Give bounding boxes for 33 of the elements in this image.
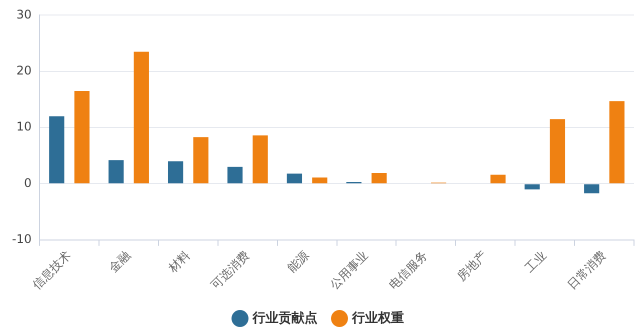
bar — [372, 173, 387, 184]
bar — [193, 137, 208, 184]
y-tick-label: 0 — [24, 176, 32, 190]
bar — [134, 52, 149, 184]
bar — [49, 116, 64, 184]
x-tick-label: 工业 — [522, 248, 550, 276]
legend-label: 行业贡献点 — [252, 310, 318, 326]
bar — [252, 135, 268, 184]
bar — [108, 160, 124, 184]
legend-label: 行业权重 — [351, 310, 404, 326]
x-tick-label: 金融 — [106, 248, 134, 276]
y-tick-label: 10 — [16, 120, 32, 134]
x-tick-label: 日常消费 — [564, 248, 609, 292]
x-tick-label: 公用事业 — [327, 248, 371, 292]
bar — [312, 178, 328, 184]
x-tick-label: 材料 — [164, 248, 193, 276]
bar — [168, 161, 184, 184]
bar — [74, 91, 90, 184]
bar — [490, 174, 506, 184]
bar — [227, 166, 243, 184]
x-tick-label: 电信服务 — [386, 248, 430, 292]
x-tick-label: 信息技术 — [30, 248, 74, 292]
y-tick-label: 30 — [16, 7, 32, 22]
y-tick-label: 20 — [16, 63, 32, 78]
bar — [286, 174, 302, 184]
x-tick-label: 能源 — [284, 248, 312, 276]
bar — [550, 119, 566, 184]
bar — [609, 101, 624, 184]
x-tick-label: 可选消费 — [208, 248, 252, 292]
bar — [584, 184, 600, 194]
x-tick-label: 房地产 — [454, 248, 490, 284]
bar — [524, 184, 540, 190]
y-tick-label: -10 — [12, 232, 32, 246]
